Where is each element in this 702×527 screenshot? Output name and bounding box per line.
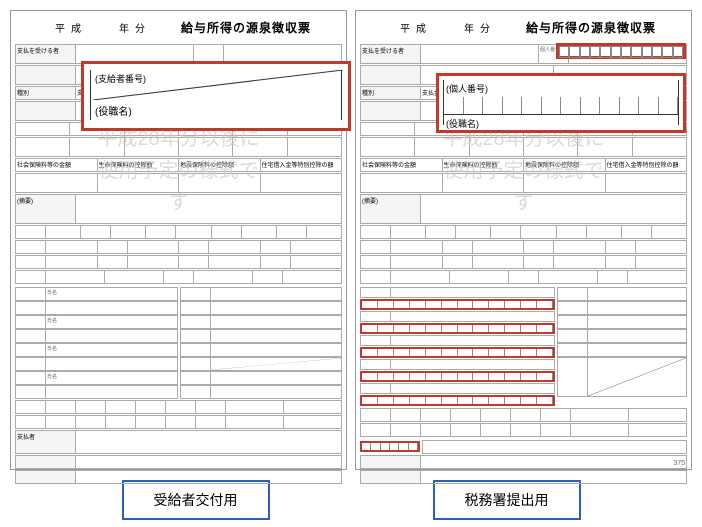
- diagonal-icon: [211, 358, 342, 370]
- title-row: 平成 年分 給与所得の源泉徴収票: [400, 19, 687, 36]
- payer-label: 支払を受ける者: [16, 45, 76, 63]
- diagonal-icon: [588, 358, 686, 396]
- form-title: 給与所得の源泉徴収票: [526, 19, 656, 36]
- diagonal-strike-icon: [93, 70, 343, 100]
- form-type-labels: 受給者交付用 税務署提出用: [0, 480, 702, 520]
- page-number: 375: [673, 460, 685, 467]
- callout-label: (役職名): [95, 103, 132, 118]
- highlight-dependent-row-2: [360, 323, 555, 334]
- mynumber-label: (個人番号): [444, 80, 678, 97]
- tag-recipient-copy: 受給者交付用: [122, 480, 270, 520]
- form-left-recipient-copy: 平成 年分 給与所得の源泉徴収票 平成28年分以後に 使用予定の様式です (支給…: [10, 10, 347, 470]
- dependents-section-left: 氏名 氏名 氏名 氏名: [15, 287, 342, 399]
- highlight-dependent-row-4: [360, 371, 555, 382]
- era-label: 平成 年分: [55, 20, 151, 35]
- era-label: 平成 年分: [400, 20, 496, 35]
- highlight-mynumber-top: [556, 43, 686, 59]
- highlight-dependent-row-3: [360, 347, 555, 358]
- role-label: (役職名): [444, 115, 678, 132]
- form-title: 給与所得の源泉徴収票: [181, 19, 311, 36]
- form-right-tax-office-copy: 平成 年分 給与所得の源泉徴収票 平成28年分以後に 使用予定の様式です (個人…: [355, 10, 692, 470]
- highlight-dependent-row-5: [360, 395, 555, 406]
- forms-container: 平成 年分 給与所得の源泉徴収票 平成28年分以後に 使用予定の様式です (支給…: [0, 0, 702, 480]
- highlight-callout-left: (支給者番号) (役職名): [81, 61, 351, 131]
- highlight-bottom-mynumber: [360, 441, 420, 452]
- title-row: 平成 年分 給与所得の源泉徴収票: [55, 19, 342, 36]
- highlight-dependent-row-1: [360, 299, 555, 310]
- tag-tax-office-copy: 税務署提出用: [433, 480, 581, 520]
- highlight-callout-right: (個人番号) (役職名): [436, 73, 686, 133]
- dependents-section-right: [360, 287, 687, 407]
